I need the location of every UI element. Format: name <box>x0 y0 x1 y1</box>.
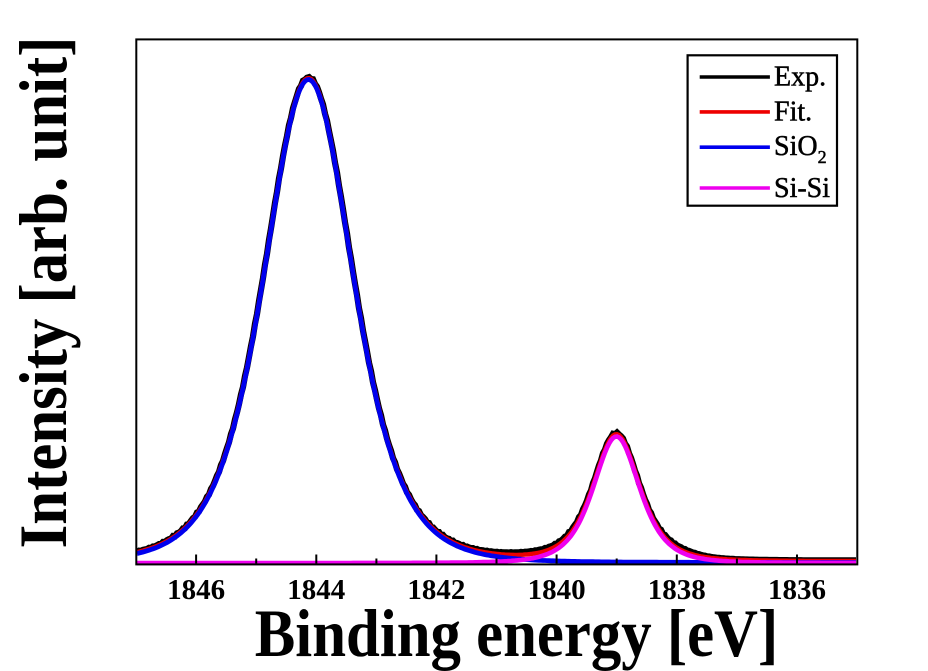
svg-text:1838: 1838 <box>648 574 706 606</box>
svg-text:1844: 1844 <box>287 574 345 606</box>
svg-text:Exp.: Exp. <box>774 62 826 93</box>
svg-text:Binding energy [eV]: Binding energy [eV] <box>255 596 778 671</box>
svg-text:1836: 1836 <box>768 574 826 606</box>
svg-text:Si-Si: Si-Si <box>774 173 830 204</box>
svg-text:Fit.: Fit. <box>774 97 812 128</box>
svg-text:1846: 1846 <box>167 574 225 606</box>
svg-text:1840: 1840 <box>528 574 586 606</box>
svg-text:1842: 1842 <box>407 574 465 606</box>
svg-text:Intensity [arb. unit]: Intensity [arb. unit] <box>5 37 81 549</box>
